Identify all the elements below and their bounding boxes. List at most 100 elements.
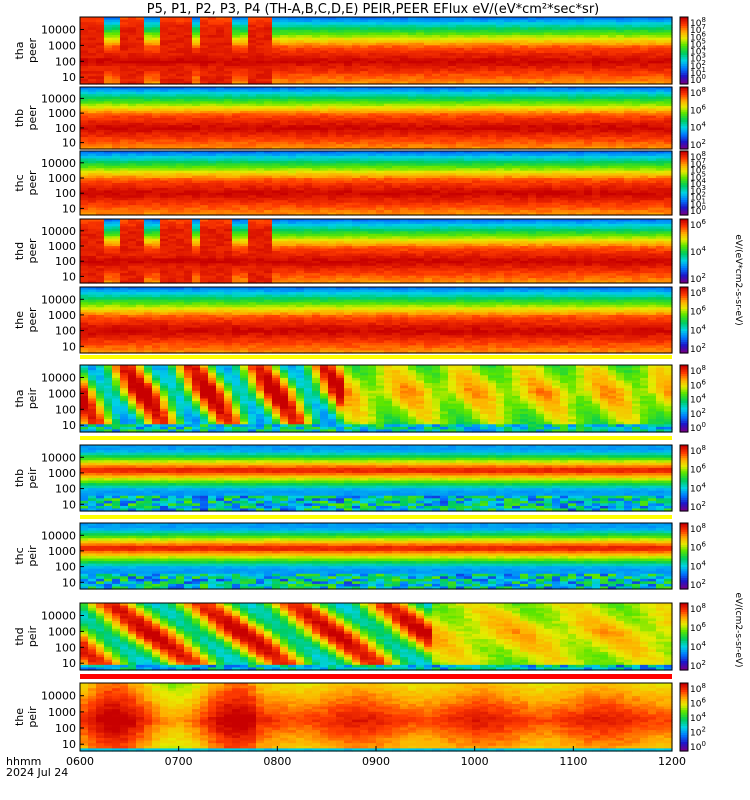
heatmap-cell (112, 98, 121, 102)
heatmap-cell (560, 53, 569, 57)
heatmap-cell (432, 58, 441, 62)
heatmap-cell (240, 125, 249, 129)
heatmap-cell (200, 101, 209, 105)
heatmap-cell (160, 94, 169, 98)
heatmap-cell (400, 118, 409, 121)
heatmap-cell (112, 94, 121, 98)
heatmap-cell (472, 94, 481, 98)
heatmap-cell (80, 76, 89, 80)
heatmap-cell (160, 24, 169, 28)
heatmap-cell (632, 24, 641, 28)
heatmap-cell (80, 113, 89, 117)
heatmap-cell (272, 125, 281, 129)
heatmap-cell (624, 47, 633, 52)
heatmap-cell (192, 68, 201, 72)
heatmap-cell (176, 42, 185, 46)
heatmap-cell (288, 50, 297, 54)
heatmap-cell (288, 65, 297, 70)
heatmap-cell (624, 29, 633, 34)
heatmap-cell (312, 50, 321, 54)
heatmap-cell (360, 118, 369, 121)
heatmap-cell (312, 71, 321, 75)
heatmap-cell (392, 125, 401, 129)
heatmap-cell (160, 101, 169, 105)
heatmap-cell (368, 17, 377, 21)
heatmap-cell (376, 91, 385, 95)
heatmap-cell (272, 110, 281, 114)
heatmap-cell (104, 89, 113, 93)
heatmap-cell (248, 125, 257, 129)
heatmap-cell (536, 127, 545, 131)
heatmap-cell (632, 42, 641, 46)
heatmap-cell (376, 146, 385, 150)
panel-label-probe: thb (13, 109, 26, 127)
heatmap-cell (320, 108, 329, 112)
heatmap-cell (392, 32, 401, 36)
heatmap-cell (288, 24, 297, 28)
heatmap-cell (80, 78, 89, 83)
heatmap-cell (400, 32, 409, 36)
heatmap-cell (336, 24, 345, 28)
heatmap-cell (160, 125, 169, 129)
heatmap-cell (424, 120, 433, 124)
colorbar-tick-label: 106 (690, 103, 706, 116)
heatmap-cell (272, 115, 281, 119)
heatmap-cell (496, 42, 505, 46)
heatmap-cell (472, 127, 481, 131)
heatmap-cell (240, 22, 249, 26)
heatmap-cell (280, 19, 289, 23)
heatmap-cell (224, 87, 233, 90)
heatmap-cell (336, 55, 345, 59)
heatmap-cell (288, 45, 297, 49)
heatmap-cell (152, 50, 161, 54)
heatmap-cell (168, 65, 177, 70)
heatmap-cell (592, 73, 601, 77)
heatmap-cell (544, 22, 553, 26)
heatmap-cell (288, 146, 297, 150)
heatmap-cell (544, 45, 553, 49)
heatmap-cell (336, 81, 345, 85)
heatmap-cell (504, 127, 513, 131)
heatmap-cell (144, 71, 153, 75)
heatmap-cell (128, 110, 137, 114)
heatmap-cell (656, 58, 665, 62)
heatmap-cell (200, 78, 209, 83)
heatmap-cell (152, 106, 161, 110)
heatmap-cell (320, 35, 329, 39)
heatmap-cell (176, 47, 185, 52)
heatmap-cell (392, 94, 401, 98)
heatmap-cell (544, 134, 553, 138)
heatmap-cell (376, 98, 385, 102)
heatmap-cell (496, 60, 505, 64)
heatmap-cell (96, 65, 105, 70)
heatmap-cell (472, 129, 481, 133)
heatmap-cell (224, 141, 233, 145)
heatmap-cell (392, 27, 401, 31)
heatmap-cell (320, 71, 329, 75)
heatmap-cell (528, 81, 537, 85)
heatmap-cell (344, 63, 353, 67)
heatmap-cell (480, 45, 489, 49)
heatmap-cell (528, 76, 537, 80)
heatmap-cell (208, 110, 217, 114)
heatmap-cell (456, 103, 465, 107)
heatmap-cell (504, 132, 513, 136)
colorbar-swatch (680, 48, 688, 52)
heatmap-cell (112, 91, 121, 95)
heatmap-cell (392, 120, 401, 124)
heatmap-cell (288, 60, 297, 64)
heatmap-cell (368, 120, 377, 124)
heatmap-cell (256, 50, 265, 54)
heatmap-cell (152, 65, 161, 70)
heatmap-cell (456, 29, 465, 34)
heatmap-cell (80, 53, 89, 57)
heatmap-cell (520, 96, 529, 100)
heatmap-cell (144, 98, 153, 102)
heatmap-cell (344, 120, 353, 124)
heatmap-cell (168, 37, 177, 41)
heatmap-cell (520, 137, 529, 141)
heatmap-cell (224, 63, 233, 67)
heatmap-cell (368, 63, 377, 67)
heatmap-cell (112, 146, 121, 150)
heatmap-cell (456, 139, 465, 143)
